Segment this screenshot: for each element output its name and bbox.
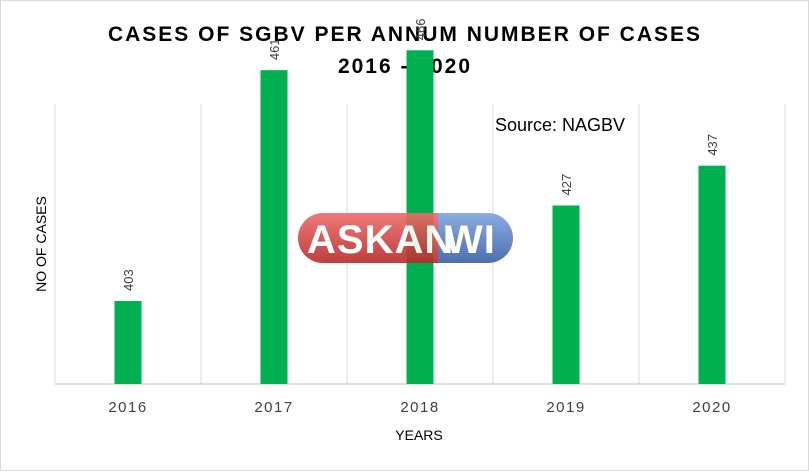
bar-2019 [552,205,580,384]
x-tick-2016: 2016 [108,399,147,416]
data-labels-group: 403 461 466 427 437 [121,19,720,291]
chart-title-line1: CASES OF SGBV PER ANNUM NUMBER OF CASES [108,23,702,46]
chart-title-line2: 2016 - 2020 [338,55,472,78]
data-label-2019: 427 [559,174,574,196]
x-tick-labels-group: 2016 2017 2018 2019 2020 [108,399,731,416]
watermark-left-pill [298,213,438,263]
watermark-right-text: WI [445,218,496,262]
y-axis-title: NO OF CASES [33,196,49,292]
watermark-left-text: ASKAN [307,218,454,262]
x-tick-2017: 2017 [254,399,293,416]
x-axis-title: YEARS [395,427,442,443]
data-label-2016: 403 [121,269,136,291]
bar-2017 [260,70,288,384]
bar-2020 [698,165,726,384]
bar-2016 [114,301,142,384]
data-label-2018: 466 [413,19,428,41]
watermark-logo: ASKAN WI [298,213,513,263]
source-annotation: Source: NAGBV [495,115,625,135]
x-tick-2020: 2020 [692,399,731,416]
data-label-2017: 461 [267,38,282,60]
x-tick-2019: 2019 [546,399,585,416]
data-label-2020: 437 [705,134,720,156]
x-tick-2018: 2018 [400,399,439,416]
